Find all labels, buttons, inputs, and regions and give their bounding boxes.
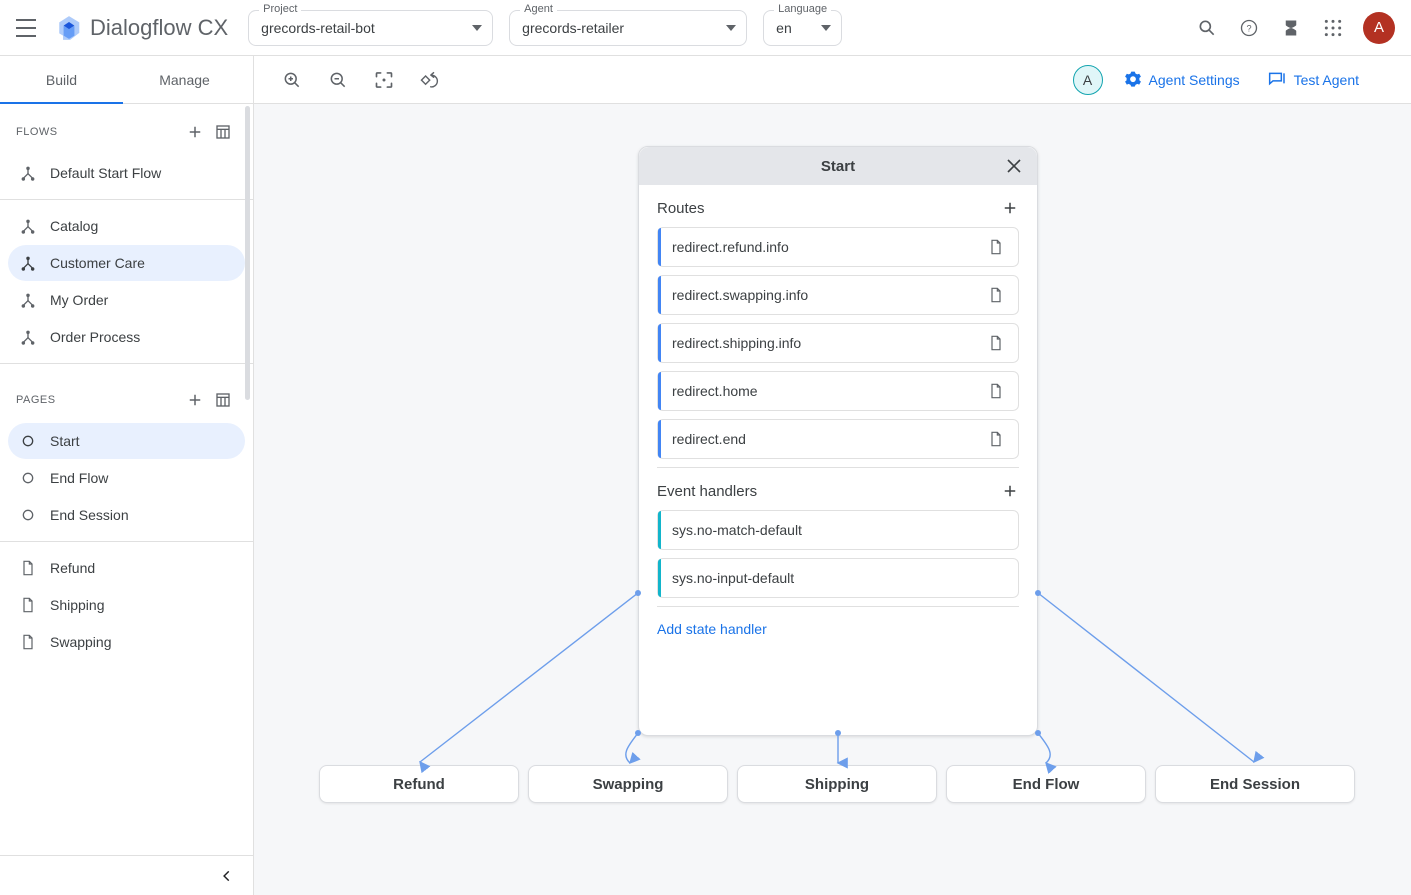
svg-text:?: ? <box>1246 23 1251 33</box>
